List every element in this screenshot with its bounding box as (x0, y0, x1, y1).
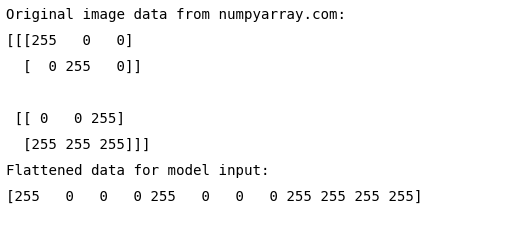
Text: [255 255 255]]]: [255 255 255]]] (6, 138, 150, 152)
Text: [255   0   0   0 255   0   0   0 255 255 255 255]: [255 0 0 0 255 0 0 0 255 255 255 255] (6, 190, 421, 204)
Text: Flattened data for model input:: Flattened data for model input: (6, 164, 269, 178)
Text: [[ 0   0 255]: [[ 0 0 255] (6, 112, 125, 126)
Text: [  0 255   0]]: [ 0 255 0]] (6, 60, 142, 74)
Text: Original image data from numpyarray.com:: Original image data from numpyarray.com: (6, 8, 345, 22)
Text: [[[255   0   0]: [[[255 0 0] (6, 34, 133, 48)
